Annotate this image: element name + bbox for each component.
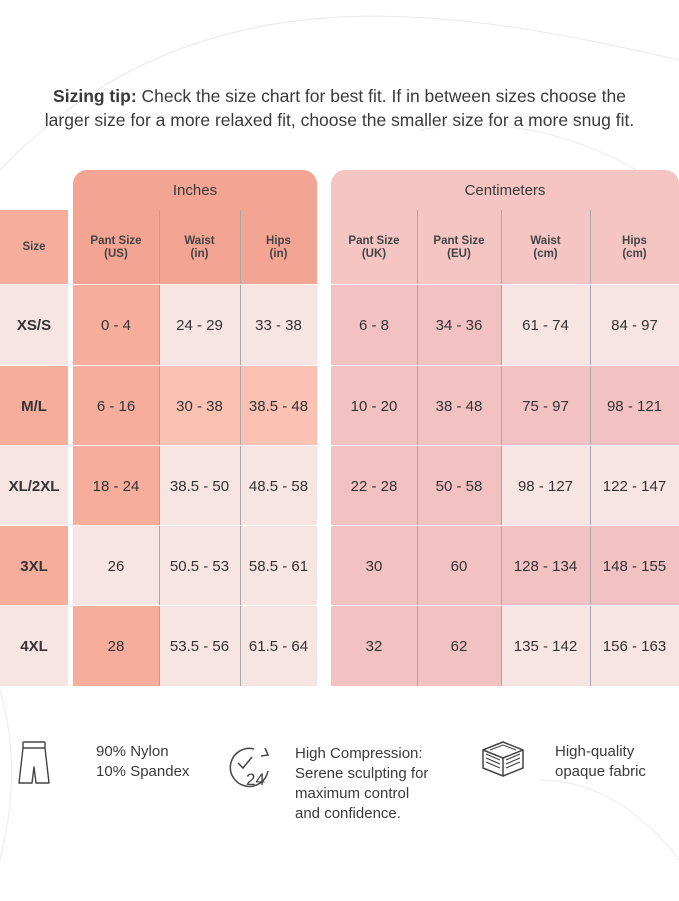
table-cell: 128 - 134: [501, 526, 590, 606]
table-cell: 18 - 24: [73, 446, 159, 526]
table-cell: 62: [417, 606, 501, 686]
column-header-hips-in: Hips (in): [240, 210, 317, 285]
table-cell: 156 - 163: [590, 606, 679, 686]
table-cell: 61.5 - 64: [240, 606, 317, 686]
size-label: 3XL: [0, 526, 68, 606]
size-label: M/L: [0, 366, 68, 446]
centimeters-group-header: Centimeters: [331, 170, 679, 210]
table-cell: 10 - 20: [331, 366, 417, 446]
table-cell: 75 - 97: [501, 366, 590, 446]
table-cell: 61 - 74: [501, 285, 590, 365]
column-divider: [159, 210, 160, 686]
size-label: XS/S: [0, 285, 68, 365]
sizing-tip-label: Sizing tip:: [53, 86, 137, 106]
fabric-layers-icon: [478, 738, 528, 789]
inches-group-header: Inches: [73, 170, 317, 210]
table-cell: 26: [73, 526, 159, 606]
table-cell: 34 - 36: [417, 285, 501, 365]
size-label: XL/2XL: [0, 446, 68, 526]
table-cell: 58.5 - 61: [240, 526, 317, 606]
table-cell: 60: [417, 526, 501, 606]
table-cell: 38.5 - 50: [159, 446, 240, 526]
table-cell: 32: [331, 606, 417, 686]
table-cell: 135 - 142: [501, 606, 590, 686]
table-cell: 50.5 - 53: [159, 526, 240, 606]
table-cell: 30 - 38: [159, 366, 240, 446]
shorts-icon: [14, 739, 54, 794]
column-header-pant-us: Pant Size (US): [73, 210, 159, 285]
sizing-tip-line2: larger size for a more relaxed fit, choo…: [44, 110, 635, 130]
table-cell: 28: [73, 606, 159, 686]
table-cell: 98 - 121: [590, 366, 679, 446]
compression-text: High Compression: Serene sculpting for m…: [295, 745, 429, 822]
row-divider: [0, 284, 679, 285]
table-cell: 50 - 58: [417, 446, 501, 526]
fabric-composition-text: 90% Nylon 10% Spandex: [96, 743, 190, 780]
column-divider: [417, 210, 418, 686]
table-cell: 148 - 155: [590, 526, 679, 606]
column-divider: [240, 210, 241, 686]
table-cell: 98 - 127: [501, 446, 590, 526]
column-header-size: Size: [0, 210, 68, 285]
svg-text:24: 24: [246, 770, 265, 789]
table-cell: 38 - 48: [417, 366, 501, 446]
table-cell: 53.5 - 56: [159, 606, 240, 686]
table-cell: 0 - 4: [73, 285, 159, 365]
column-header-pant-uk: Pant Size (UK): [331, 210, 417, 285]
table-cell: 30: [331, 526, 417, 606]
table-cell: 24 - 29: [159, 285, 240, 365]
table-cell: 6 - 16: [73, 366, 159, 446]
table-cell: 22 - 28: [331, 446, 417, 526]
table-cell: 33 - 38: [240, 285, 317, 365]
row-divider: [0, 365, 679, 366]
column-header-waist-cm: Waist (cm): [501, 210, 590, 285]
column-header-waist-in: Waist (in): [159, 210, 240, 285]
24-hour-clock-icon: 24: [224, 743, 274, 798]
table-cell: 48.5 - 58: [240, 446, 317, 526]
opaque-fabric-text: High-quality opaque fabric: [555, 743, 646, 780]
column-header-hips-cm: Hips (cm): [590, 210, 679, 285]
table-cell: 6 - 8: [331, 285, 417, 365]
column-header-pant-eu: Pant Size (EU): [417, 210, 501, 285]
table-cell: 84 - 97: [590, 285, 679, 365]
table-cell: 122 - 147: [590, 446, 679, 526]
size-label: 4XL: [0, 606, 68, 686]
column-divider: [590, 210, 591, 686]
sizing-tip: Sizing tip: Check the size chart for bes…: [0, 84, 679, 132]
row-divider: [0, 605, 679, 606]
row-divider: [0, 525, 679, 526]
sizing-tip-line1: Check the size chart for best fit. If in…: [136, 86, 626, 106]
row-divider: [0, 445, 679, 446]
table-cell: 38.5 - 48: [240, 366, 317, 446]
column-divider: [501, 210, 502, 686]
